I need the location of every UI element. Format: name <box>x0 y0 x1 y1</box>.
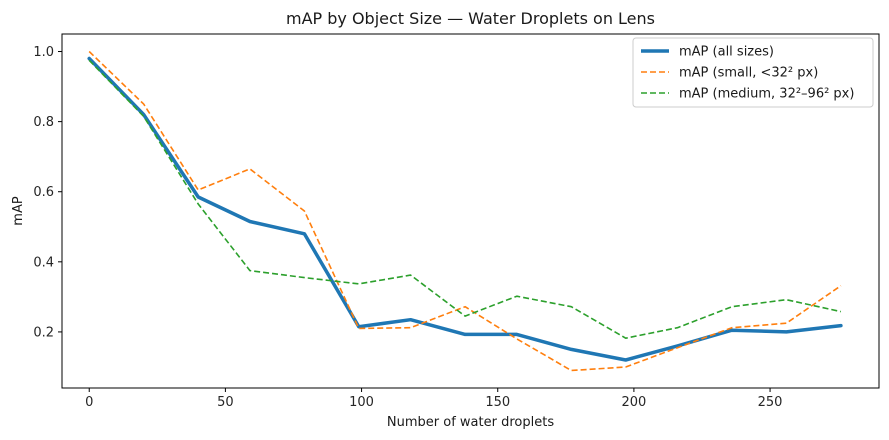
legend: mAP (all sizes) mAP (small, <32² px) mAP (… <box>632 37 874 108</box>
legend-label-1: mAP (all sizes) <box>679 45 774 60</box>
y-tick-label: 0.2 <box>33 325 54 340</box>
legend-box <box>632 37 874 108</box>
x-tick-label: 50 <box>217 395 234 410</box>
y-tick-label: 1.0 <box>33 45 54 60</box>
x-tick-label: 200 <box>621 395 646 410</box>
plot-area <box>61 33 880 389</box>
y-tick-label: 0.6 <box>33 185 54 200</box>
y-tick-label: 0.8 <box>33 115 54 130</box>
legend-label-2: mAP (small, <32² px) <box>679 66 818 81</box>
y-axis-label: mAP <box>11 196 26 226</box>
legend-label-3: mAP (medium, 32²–96² px) <box>679 87 854 102</box>
series-line-3 <box>88 59 842 340</box>
y-tick-label: 0.4 <box>33 255 54 270</box>
series-line-2 <box>88 50 842 372</box>
x-tick-label: 250 <box>758 395 783 410</box>
plot-frame <box>61 33 880 389</box>
x-tick-label: 0 <box>85 395 93 410</box>
series-line-1 <box>87 56 843 362</box>
x-tick-label: 100 <box>349 395 374 410</box>
y-axis: 0.2 0.4 0.6 0.8 1.0 <box>33 45 62 340</box>
chart-title: mAP by Object Size — Water Droplets on L… <box>286 9 655 28</box>
x-axis: 0 50 100 150 200 250 <box>85 388 782 410</box>
x-tick-label: 150 <box>485 395 510 410</box>
x-axis-label: Number of water droplets <box>387 415 554 430</box>
